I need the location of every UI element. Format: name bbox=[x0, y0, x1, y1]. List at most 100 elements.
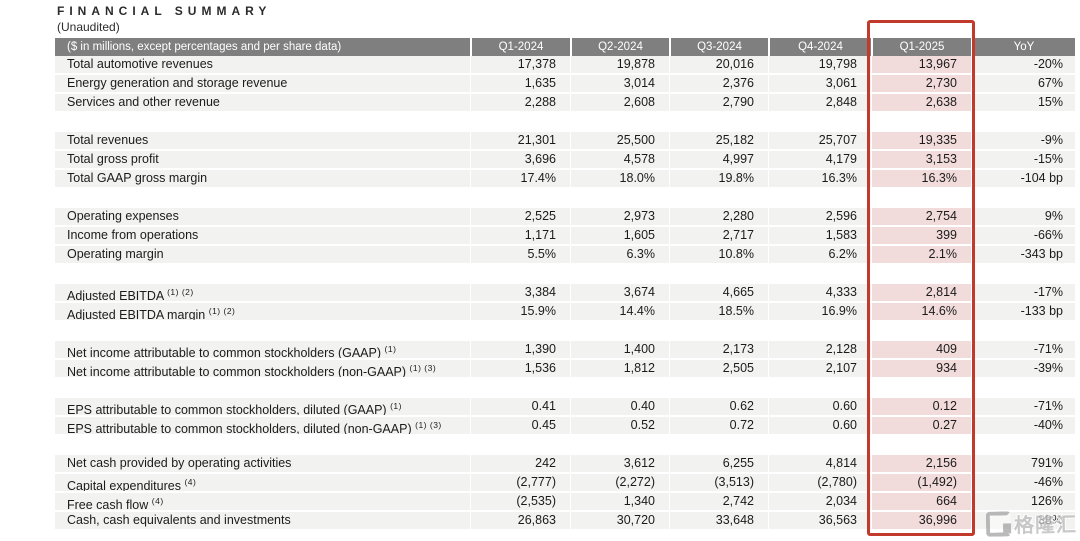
value-cell: 10.8% bbox=[669, 246, 768, 265]
value-cell: 3,384 bbox=[470, 284, 570, 303]
footnote-marker: (1) (3) bbox=[409, 363, 437, 373]
value-cell: 36,996 bbox=[871, 512, 971, 531]
value-cell: 2.1% bbox=[871, 246, 971, 265]
value-cell: 0.45 bbox=[470, 417, 570, 436]
gelonghui-watermark: 格隆汇 bbox=[985, 508, 1078, 539]
value-cell: 20,016 bbox=[669, 56, 768, 75]
gap-row bbox=[55, 379, 1075, 398]
value-cell: 2,034 bbox=[768, 493, 871, 512]
value-cell: 2,173 bbox=[669, 341, 768, 360]
table-row: Energy generation and storage revenue 1,6… bbox=[55, 75, 1075, 94]
value-cell: 16.3% bbox=[871, 170, 971, 189]
gap-row bbox=[55, 436, 1075, 455]
yoy-value-cell: 9% bbox=[971, 208, 1075, 227]
value-cell: 1,635 bbox=[470, 75, 570, 94]
table-body: Total automotive revenues 17,378 19,878 20,… bbox=[55, 56, 1075, 531]
yoy-value-cell: 791% bbox=[971, 455, 1075, 474]
gap-row bbox=[55, 322, 1075, 341]
row-label: Cash, cash equivalents and investments bbox=[55, 512, 470, 531]
header-cell-yoy: YoY bbox=[971, 38, 1075, 56]
value-cell: 1,583 bbox=[768, 227, 871, 246]
table-row: Net income attributable to common stockh… bbox=[55, 341, 1075, 360]
gap-row bbox=[55, 265, 1075, 284]
footnote-marker: (1) bbox=[390, 401, 402, 411]
financial-summary-table: ($ in millions, except percentages and p… bbox=[55, 38, 1075, 531]
value-cell: 2,730 bbox=[871, 75, 971, 94]
value-cell: 2,754 bbox=[871, 208, 971, 227]
value-cell: 2,608 bbox=[570, 94, 669, 113]
gap-row bbox=[55, 113, 1075, 132]
value-cell: 0.40 bbox=[570, 398, 669, 417]
row-label: Adjusted EBITDA (1) (2) bbox=[55, 284, 470, 303]
table-row: EPS attributable to common stockholders,… bbox=[55, 398, 1075, 417]
value-cell: 6,255 bbox=[669, 455, 768, 474]
value-cell: 15.9% bbox=[470, 303, 570, 322]
value-cell: 399 bbox=[871, 227, 971, 246]
table-row: Free cash flow (4) (2,535) 1,340 2,742 2,034… bbox=[55, 493, 1075, 512]
table-row: EPS attributable to common stockholders,… bbox=[55, 417, 1075, 436]
value-cell: 2,288 bbox=[470, 94, 570, 113]
value-cell: 0.12 bbox=[871, 398, 971, 417]
value-cell: 934 bbox=[871, 360, 971, 379]
value-cell: 3,061 bbox=[768, 75, 871, 94]
value-cell: 4,814 bbox=[768, 455, 871, 474]
gap-row bbox=[55, 189, 1075, 208]
table-row: Adjusted EBITDA margin (1) (2) 15.9% 14.4%… bbox=[55, 303, 1075, 322]
value-cell: 19.8% bbox=[669, 170, 768, 189]
value-cell: (3,513) bbox=[669, 474, 768, 493]
row-label: EPS attributable to common stockholders,… bbox=[55, 417, 470, 436]
gelonghui-logo-icon bbox=[985, 511, 1012, 537]
yoy-value-cell: -71% bbox=[971, 398, 1075, 417]
yoy-value-cell: -9% bbox=[971, 132, 1075, 151]
value-cell: 3,612 bbox=[570, 455, 669, 474]
footnote-marker: (4) bbox=[151, 496, 164, 506]
table-row: Cash, cash equivalents and investments 26… bbox=[55, 512, 1075, 531]
value-cell: 5.5% bbox=[470, 246, 570, 265]
table-row: Total gross profit 3,696 4,578 4,997 4,179 3,… bbox=[55, 151, 1075, 170]
yoy-value-cell: -66% bbox=[971, 227, 1075, 246]
value-cell: 2,638 bbox=[871, 94, 971, 113]
row-label: Total gross profit bbox=[55, 151, 470, 170]
value-cell: 0.60 bbox=[768, 398, 871, 417]
value-cell: 4,665 bbox=[669, 284, 768, 303]
value-cell: (1,492) bbox=[871, 474, 971, 493]
table-row: Adjusted EBITDA (1) (2) 3,384 3,674 4,665 4,… bbox=[55, 284, 1075, 303]
row-label: EPS attributable to common stockholders,… bbox=[55, 398, 470, 417]
value-cell: 3,153 bbox=[871, 151, 971, 170]
value-cell: 1,536 bbox=[470, 360, 570, 379]
table-row: Services and other revenue 2,288 2,608 2,79… bbox=[55, 94, 1075, 113]
value-cell: 3,674 bbox=[570, 284, 669, 303]
value-cell: 17.4% bbox=[470, 170, 570, 189]
watermark-text: 格隆汇 bbox=[1013, 514, 1078, 538]
header-cell-q1-2024: Q1-2024 bbox=[470, 38, 570, 56]
value-cell: 2,128 bbox=[768, 341, 871, 360]
yoy-value-cell: 126% bbox=[971, 493, 1075, 512]
header-cell-q2-2024: Q2-2024 bbox=[570, 38, 669, 56]
value-cell: 30,720 bbox=[570, 512, 669, 531]
header-cell-q1-2025: Q1-2025 bbox=[871, 38, 971, 56]
value-cell: 2,848 bbox=[768, 94, 871, 113]
footnote-marker: (1) bbox=[384, 344, 397, 354]
value-cell: (2,535) bbox=[470, 493, 570, 512]
yoy-value-cell: -20% bbox=[971, 56, 1075, 75]
row-label: Total automotive revenues bbox=[55, 56, 470, 75]
table-row: Income from operations 1,171 1,605 2,717 1,5… bbox=[55, 227, 1075, 246]
table-row: Operating margin 5.5% 6.3% 10.8% 6.2% 2.1% -34… bbox=[55, 246, 1075, 265]
value-cell: 19,878 bbox=[570, 56, 669, 75]
footnote-marker: (1) (3) bbox=[415, 420, 442, 430]
value-cell: 25,182 bbox=[669, 132, 768, 151]
value-cell: 26,863 bbox=[470, 512, 570, 531]
row-label: Net cash provided by operating activitie… bbox=[55, 455, 470, 474]
value-cell: 36,563 bbox=[768, 512, 871, 531]
row-label: Operating expenses bbox=[55, 208, 470, 227]
value-cell: 33,648 bbox=[669, 512, 768, 531]
yoy-value-cell: 67% bbox=[971, 75, 1075, 94]
yoy-value-cell: -133 bp bbox=[971, 303, 1075, 322]
value-cell: 3,696 bbox=[470, 151, 570, 170]
yoy-value-cell: -104 bp bbox=[971, 170, 1075, 189]
value-cell: 2,742 bbox=[669, 493, 768, 512]
value-cell: 1,400 bbox=[570, 341, 669, 360]
table-row: Operating expenses 2,525 2,973 2,280 2,596 2,… bbox=[55, 208, 1075, 227]
yoy-value-cell: -39% bbox=[971, 360, 1075, 379]
